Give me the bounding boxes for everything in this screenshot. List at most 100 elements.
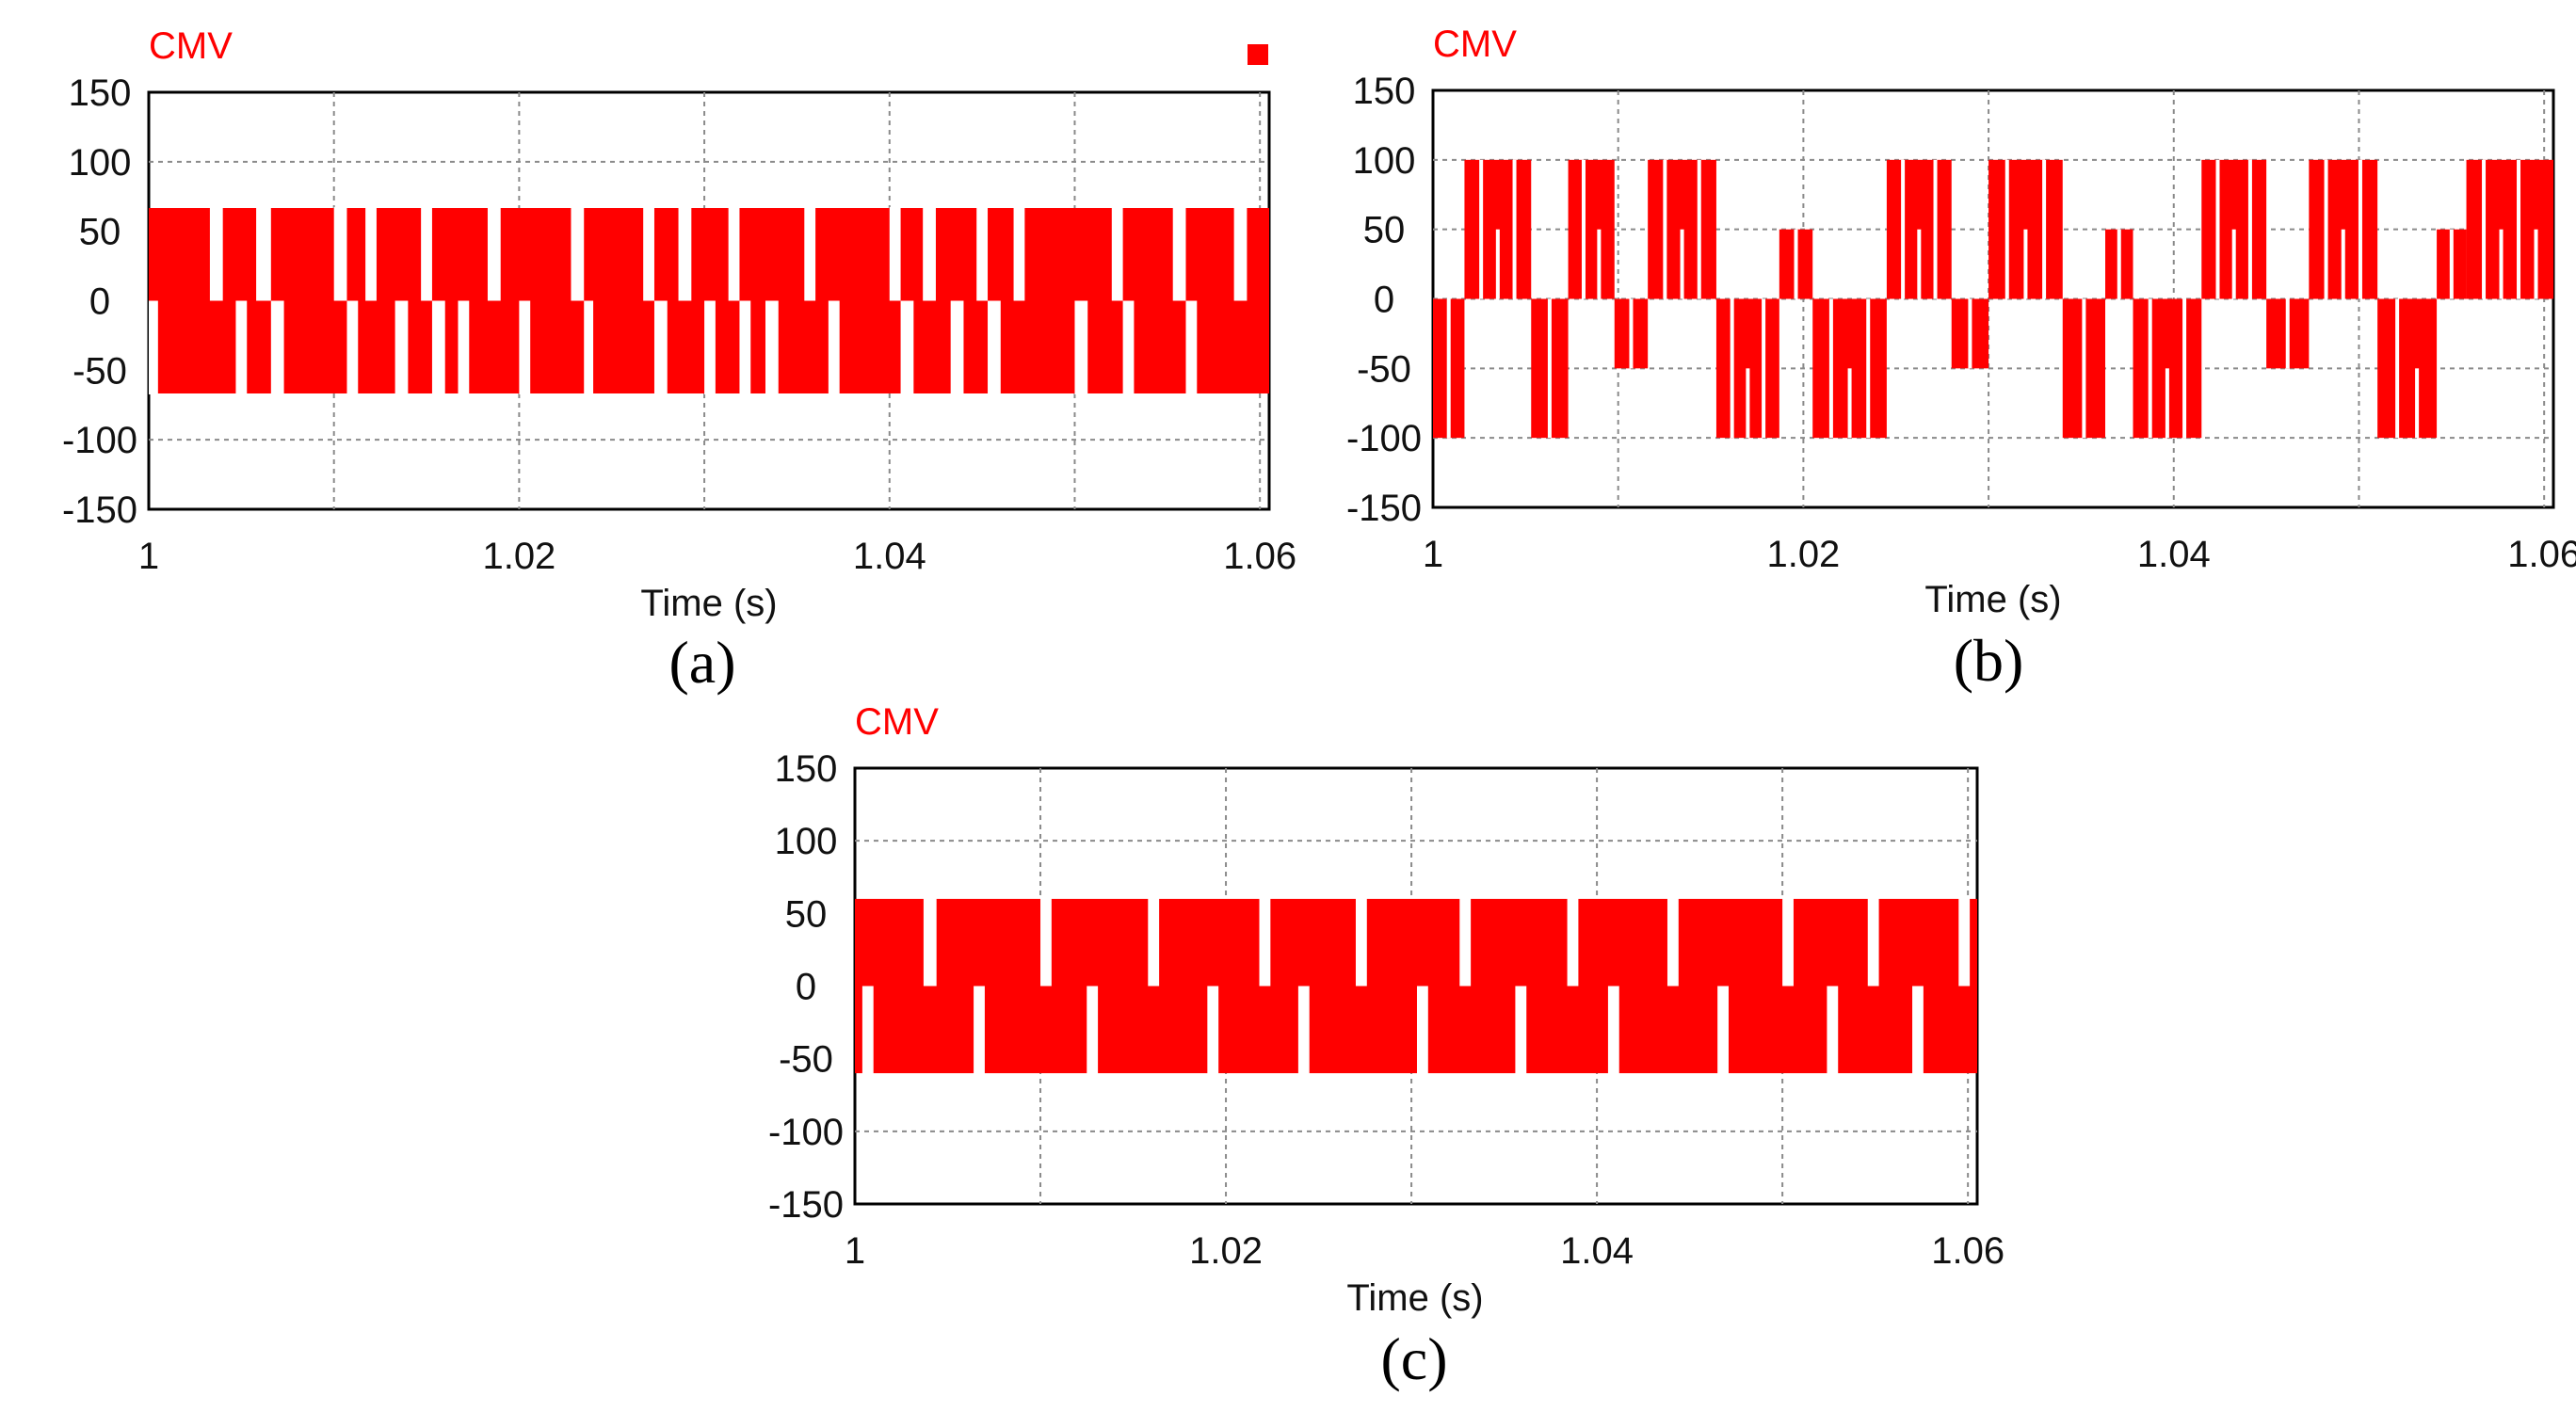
y-tick-label: -50	[1357, 348, 1411, 390]
panel-b: CMV 150 100 50 0 -50 -100 -150 1 1.02 1.04 1.06 T…	[1346, 24, 2576, 694]
waveform-slit	[2148, 298, 2152, 439]
y-tick-label: 150	[1353, 71, 1416, 112]
waveform-slit	[1512, 159, 1517, 299]
waveform-gap	[1259, 897, 1271, 987]
x-tick-label: 1.06	[2507, 534, 2576, 575]
y-tick-label: -50	[779, 1039, 833, 1081]
waveform-gap	[739, 300, 751, 394]
panel-a-caption: (a)	[668, 629, 735, 696]
waveform-gap	[704, 300, 716, 394]
waveform-gap	[1297, 986, 1310, 1075]
waveform-slit	[2182, 298, 2187, 439]
waveform-slit	[1495, 229, 1500, 299]
waveform-gap	[1087, 986, 1099, 1075]
waveform-gap	[235, 300, 248, 394]
waveform-gap	[678, 207, 692, 301]
waveform-gap	[1111, 207, 1123, 301]
waveform-slit	[1680, 229, 1684, 299]
waveform-gap	[1782, 897, 1794, 987]
waveform-slit	[2082, 298, 2086, 439]
waveform-gap	[1074, 300, 1088, 394]
waveform-slit	[1968, 298, 1972, 369]
x-tick-label: 1.02	[482, 536, 555, 577]
waveform-slit	[1697, 159, 1701, 299]
waveform-slit	[2165, 368, 2169, 439]
waveform-burst	[2377, 298, 2438, 439]
waveform-gap	[861, 986, 874, 1075]
waveform-gap	[1233, 207, 1248, 301]
y-tick-label: 50	[785, 893, 828, 935]
y-tick-label: -150	[768, 1184, 844, 1226]
waveform-gap	[421, 207, 432, 301]
waveform-gap	[643, 207, 654, 301]
waveform-slit	[2341, 229, 2345, 299]
waveform-gap	[988, 300, 1001, 394]
panel-c-signal-title: CMV	[855, 701, 939, 743]
y-tick-label: -100	[768, 1112, 844, 1153]
waveform-slit	[1479, 159, 1484, 299]
panel-c-caption: (c)	[1380, 1325, 1447, 1392]
waveform-slit	[1629, 298, 1634, 369]
waveform-slit	[2004, 159, 2009, 299]
x-tick-label: 1	[138, 536, 159, 577]
waveform-slit	[2042, 159, 2047, 299]
waveform-slit	[1794, 229, 1798, 299]
panel-c-waveform	[855, 897, 1977, 1075]
waveform-slit	[1847, 368, 1852, 439]
waveform-slit	[2534, 229, 2538, 299]
waveform-gap	[653, 300, 668, 394]
waveform-gap	[458, 300, 470, 394]
waveform-gap	[1459, 897, 1472, 987]
waveform-slit	[2023, 229, 2028, 299]
panel-a-signal-title: CMV	[149, 25, 233, 67]
waveform-gap	[1515, 986, 1527, 1075]
y-tick-label: -100	[1346, 418, 1422, 459]
waveform-gap	[923, 207, 936, 301]
y-tick-label: 50	[79, 212, 121, 253]
y-tick-label: 100	[1353, 140, 1416, 182]
waveform-gap	[365, 207, 377, 301]
waveform-burst	[2466, 159, 2553, 299]
waveform-gap	[1607, 986, 1619, 1075]
waveform-gap	[1185, 300, 1198, 394]
waveform-slit	[2285, 298, 2290, 369]
waveform-slit	[1917, 229, 1922, 299]
waveform-slit	[1446, 298, 1451, 439]
waveform-gap	[149, 300, 158, 394]
waveform-upper-band	[855, 898, 1977, 987]
waveform-slit	[2358, 159, 2362, 299]
panel-c-xlabel: Time (s)	[1346, 1277, 1483, 1319]
waveform-gap	[1827, 986, 1839, 1075]
waveform-slit	[1663, 159, 1667, 299]
x-tick-label: 1.06	[1931, 1230, 2004, 1272]
x-tick-label: 1	[1423, 534, 1443, 575]
waveform-gap	[950, 300, 964, 394]
waveform-gap	[728, 207, 740, 301]
waveform-gap	[1717, 986, 1729, 1075]
panel-b-caption: (b)	[1954, 627, 2024, 694]
waveform-gap	[889, 207, 901, 301]
y-tick-label: 150	[69, 72, 132, 114]
waveform-slit	[2215, 159, 2220, 299]
waveform-gap	[765, 300, 779, 394]
y-tick-label: -150	[1346, 488, 1422, 529]
panel-b-xlabel: Time (s)	[1924, 579, 2061, 620]
panel-a-xlabel: Time (s)	[640, 583, 777, 624]
waveform-slit	[1581, 159, 1586, 299]
waveform-gap	[1207, 986, 1219, 1075]
waveform-gap	[1013, 207, 1025, 301]
waveform-slit	[2324, 159, 2328, 299]
waveform-gap	[1958, 897, 1971, 987]
waveform-slit	[1762, 298, 1766, 439]
waveform-slit	[2247, 159, 2252, 299]
waveform-slit	[1933, 159, 1938, 299]
y-tick-label: 0	[89, 281, 110, 323]
waveform-gap	[571, 207, 585, 301]
panel-a-legend-marker	[1248, 44, 1268, 65]
x-tick-label: 1.04	[1560, 1230, 1634, 1272]
panel-b-x-ticks: 1 1.02 1.04 1.06	[1423, 534, 2576, 575]
panel-a-x-ticks: 1 1.02 1.04 1.06	[138, 536, 1296, 577]
waveform-gap	[1416, 986, 1428, 1075]
y-tick-label: -100	[62, 420, 137, 461]
